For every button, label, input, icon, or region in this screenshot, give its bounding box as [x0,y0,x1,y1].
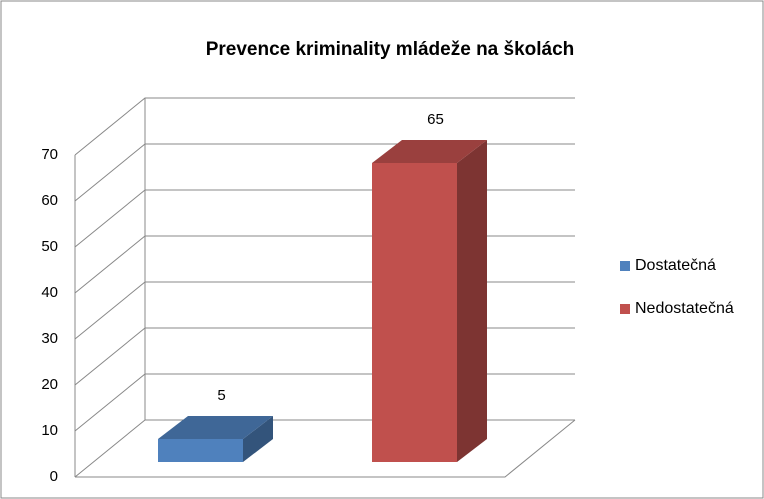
y-tick-label: 70 [41,146,58,163]
y-tick-label: 20 [41,376,58,393]
y-tick-label: 60 [41,192,58,209]
y-tick-label: 50 [41,238,58,255]
data-label: 65 [427,111,444,128]
axis-line [74,98,146,477]
y-tick-label: 40 [41,284,58,301]
y-tick-label: 30 [41,330,58,347]
bar-face [158,439,243,462]
bar [372,140,487,462]
bar-face [372,140,487,163]
bar-face [457,140,487,462]
y-tick-label: 10 [41,422,58,439]
bar-face [243,416,273,462]
legend-swatch [620,261,630,271]
data-label: 5 [217,387,225,404]
chart-title: Prevence kriminality mládeže na školách [206,39,575,60]
legend-label: Dostatečná [635,257,716,274]
bar [158,416,273,462]
bar-face [158,416,273,439]
legend-swatch [620,304,630,314]
legend-label: Nedostatečná [635,300,734,317]
y-tick-label: 0 [50,468,58,485]
bar-face [372,163,457,462]
